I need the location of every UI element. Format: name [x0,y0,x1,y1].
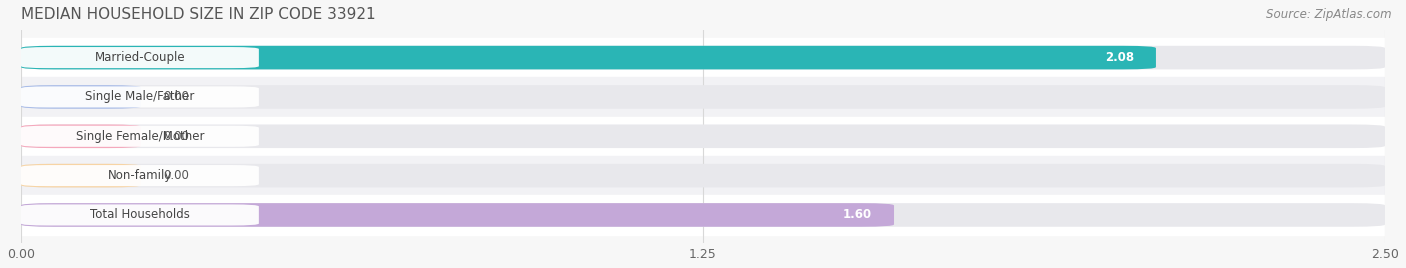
FancyBboxPatch shape [21,85,141,109]
Bar [21,77,1385,117]
FancyBboxPatch shape [21,203,894,227]
FancyBboxPatch shape [21,164,141,187]
FancyBboxPatch shape [21,46,1156,69]
Text: 0.00: 0.00 [163,130,188,143]
FancyBboxPatch shape [21,85,1385,109]
FancyBboxPatch shape [21,47,259,68]
Text: Source: ZipAtlas.com: Source: ZipAtlas.com [1267,8,1392,21]
Bar [21,117,1385,156]
FancyBboxPatch shape [21,204,259,225]
FancyBboxPatch shape [21,124,1385,148]
Text: Non-family: Non-family [108,169,172,182]
Bar [21,195,1385,234]
Text: 2.08: 2.08 [1105,51,1135,64]
Text: MEDIAN HOUSEHOLD SIZE IN ZIP CODE 33921: MEDIAN HOUSEHOLD SIZE IN ZIP CODE 33921 [21,7,375,22]
FancyBboxPatch shape [21,126,259,147]
FancyBboxPatch shape [21,164,1385,187]
Bar [21,156,1385,195]
FancyBboxPatch shape [21,165,259,186]
Text: Single Male/Father: Single Male/Father [86,90,194,103]
FancyBboxPatch shape [21,203,1385,227]
Bar [21,38,1385,77]
FancyBboxPatch shape [21,124,141,148]
Text: 0.00: 0.00 [163,90,188,103]
FancyBboxPatch shape [21,86,259,107]
Text: Total Households: Total Households [90,209,190,221]
Text: 0.00: 0.00 [163,169,188,182]
Text: Single Female/Mother: Single Female/Mother [76,130,204,143]
Text: Married-Couple: Married-Couple [94,51,186,64]
FancyBboxPatch shape [21,46,1385,69]
Text: 1.60: 1.60 [844,209,872,221]
